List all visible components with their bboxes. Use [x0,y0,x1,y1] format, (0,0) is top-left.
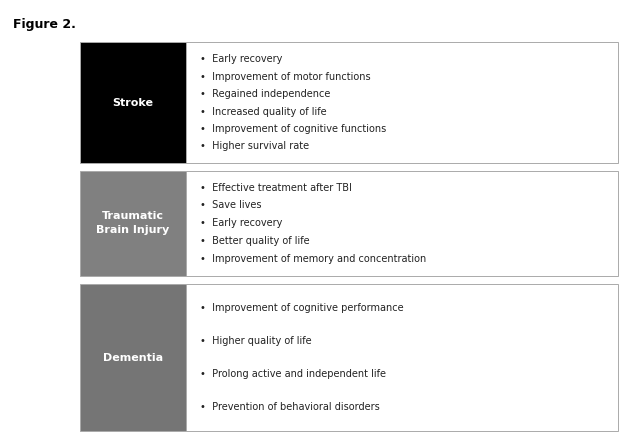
Bar [80,42,186,163]
Text: •  Improvement of cognitive functions: • Improvement of cognitive functions [200,124,386,134]
Text: Dementia: Dementia [103,353,163,363]
Bar [186,284,618,431]
Text: •  Improvement of motor functions: • Improvement of motor functions [200,72,371,82]
Text: •  Early recovery: • Early recovery [200,218,282,228]
Text: •  Regained independence: • Regained independence [200,89,330,99]
Text: Traumatic
Brain Injury: Traumatic Brain Injury [96,211,170,235]
Text: •  Higher quality of life: • Higher quality of life [200,336,311,346]
Text: Figure 2.: Figure 2. [13,18,76,31]
Bar [80,171,186,276]
Text: •  Better quality of life: • Better quality of life [200,236,309,246]
Text: •  Prolong active and independent life: • Prolong active and independent life [200,369,386,379]
Bar [186,42,618,163]
Text: •  Higher survival rate: • Higher survival rate [200,141,309,152]
Bar [186,171,618,276]
Bar [80,284,186,431]
Text: •  Increased quality of life: • Increased quality of life [200,106,326,117]
Text: •  Early recovery: • Early recovery [200,54,282,64]
Text: •  Improvement of memory and concentration: • Improvement of memory and concentratio… [200,254,426,264]
Text: •  Prevention of behavioral disorders: • Prevention of behavioral disorders [200,402,380,412]
Text: Stroke: Stroke [112,98,154,108]
Text: •  Improvement of cognitive performance: • Improvement of cognitive performance [200,304,403,313]
Text: •  Save lives: • Save lives [200,201,261,211]
Text: •  Effective treatment after TBI: • Effective treatment after TBI [200,183,351,193]
